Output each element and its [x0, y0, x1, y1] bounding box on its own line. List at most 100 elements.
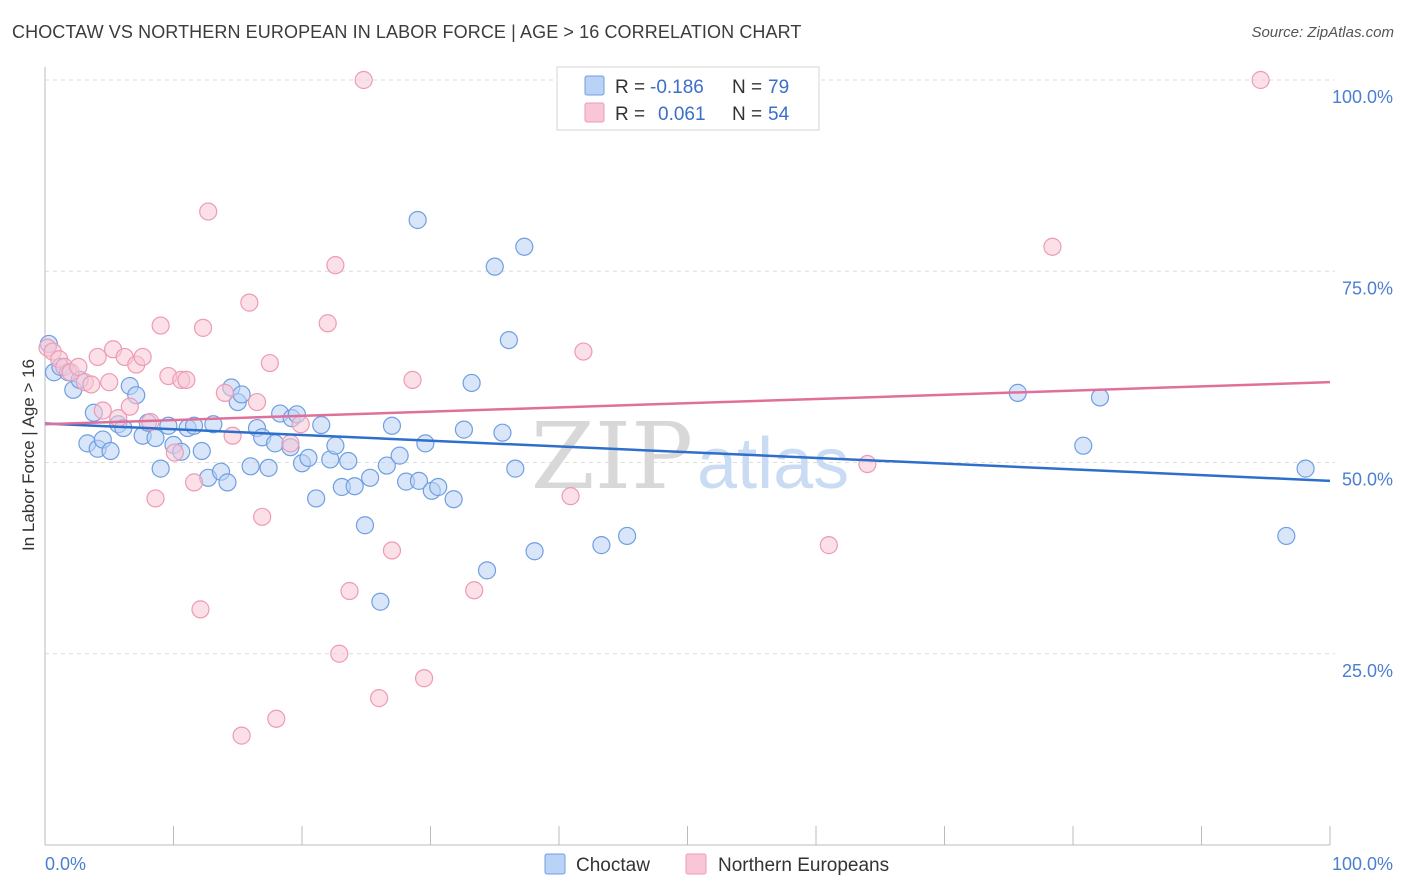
legend-n-value-2: 54 [768, 104, 790, 125]
point-northern-30 [232, 726, 251, 745]
trend-lines [44, 380, 1331, 483]
stats-legend: R = -0.186 N = 79 R = 0.061 N = 54 [556, 66, 820, 131]
point-choctaw-72 [592, 536, 611, 555]
point-choctaw-69 [515, 237, 534, 256]
point-choctaw-75 [1074, 436, 1093, 455]
point-northern-7 [82, 375, 101, 394]
point-choctaw-31 [232, 385, 251, 404]
legend-r-value-1: -0.186 [650, 77, 704, 98]
legend-n-label-2: N = [732, 104, 762, 125]
point-northern-44 [382, 541, 402, 560]
axes [44, 67, 1331, 846]
bottom-legend-swatch-choctaw [544, 853, 566, 875]
point-choctaw-65 [485, 257, 504, 276]
point-northern-32 [247, 392, 267, 412]
point-northern-10 [100, 373, 119, 392]
point-northern-51 [858, 454, 877, 474]
point-northern-27 [199, 202, 218, 221]
point-northern-26 [193, 318, 213, 337]
point-northern-49 [574, 342, 593, 361]
point-northern-53 [1251, 70, 1270, 90]
trend-line-choctaw [44, 422, 1331, 483]
point-northern-45 [403, 370, 422, 389]
series-legend: Choctaw Northern Europeans [544, 853, 889, 876]
point-choctaw-50 [355, 516, 375, 535]
point-northern-5 [69, 357, 88, 376]
point-choctaw-55 [390, 446, 409, 465]
source-credit: Source: ZipAtlas.com [1251, 24, 1394, 41]
point-choctaw-43 [307, 489, 326, 508]
point-northern-19 [151, 316, 170, 335]
point-northern-14 [120, 397, 139, 416]
point-choctaw-63 [462, 373, 481, 393]
legend-swatch-northern [584, 102, 605, 123]
point-choctaw-61 [444, 490, 463, 509]
point-choctaw-73 [618, 526, 637, 546]
point-choctaw-42 [299, 448, 318, 468]
point-choctaw-54 [382, 416, 402, 435]
chart-title: CHOCTAW VS NORTHERN EUROPEAN IN LABOR FO… [12, 22, 802, 42]
point-northern-18 [146, 489, 165, 508]
point-choctaw-78 [1296, 459, 1315, 478]
legend-r-label-2: R = [615, 104, 645, 125]
point-northern-29 [223, 426, 242, 445]
point-choctaw-70 [525, 542, 544, 561]
point-northern-43 [370, 689, 389, 708]
point-northern-8 [88, 347, 107, 367]
point-northern-28 [215, 383, 234, 402]
point-northern-42 [354, 70, 373, 90]
point-northern-40 [330, 644, 349, 663]
legend-n-label-1: N = [732, 77, 762, 98]
x-tick-label-0: 0.0% [45, 854, 86, 874]
point-northern-33 [253, 507, 272, 526]
point-choctaw-71 [408, 210, 427, 230]
point-choctaw-46 [326, 436, 345, 455]
point-northern-48 [561, 487, 580, 506]
point-northern-31 [240, 293, 259, 312]
point-choctaw-18 [151, 459, 170, 478]
point-northern-23 [177, 370, 196, 389]
trend-line-northern [44, 380, 1331, 426]
point-northern-38 [318, 314, 337, 333]
point-choctaw-77 [1277, 526, 1296, 546]
point-choctaw-10 [101, 441, 120, 461]
bottom-legend-swatch-northern [685, 853, 707, 875]
bottom-legend-label-northern: Northern Europeans [718, 855, 889, 876]
point-northern-24 [184, 473, 204, 492]
point-northern-16 [133, 347, 152, 367]
point-choctaw-28 [218, 473, 237, 492]
point-choctaw-64 [477, 561, 497, 580]
point-northern-50 [819, 536, 838, 555]
point-choctaw-53 [377, 456, 396, 475]
legend-r-label-1: R = [615, 77, 645, 98]
grid-lines [45, 79, 1335, 655]
point-choctaw-57 [409, 471, 429, 490]
point-choctaw-36 [265, 434, 285, 453]
point-northern-36 [281, 434, 300, 453]
x-tick-labels: 0.0% 100.0% [45, 854, 1393, 874]
legend-n-value-1: 79 [768, 77, 789, 98]
point-choctaw-67 [499, 331, 518, 350]
bottom-legend-label-choctaw: Choctaw [576, 855, 650, 876]
y-tick-label-3: 25.0% [1342, 661, 1393, 681]
point-choctaw-35 [259, 458, 278, 477]
y-tick-label-1: 75.0% [1342, 278, 1393, 298]
point-choctaw-32 [241, 457, 260, 476]
point-choctaw-52 [371, 592, 390, 611]
point-choctaw-66 [493, 423, 512, 442]
legend-r-value-2: 0.061 [658, 104, 706, 125]
point-northern-52 [1043, 237, 1062, 256]
point-northern-37 [291, 415, 310, 434]
point-choctaw-76 [1090, 388, 1110, 407]
point-northern-35 [267, 709, 286, 728]
y-axis-title: In Labor Force | Age > 16 [19, 359, 38, 551]
x-tick-label-1: 100.0% [1332, 854, 1393, 874]
point-choctaw-44 [312, 415, 331, 435]
point-northern-47 [465, 581, 484, 600]
point-northern-25 [191, 600, 210, 619]
y-tick-label-2: 50.0% [1342, 470, 1393, 490]
point-northern-39 [326, 256, 345, 275]
legend-swatch-choctaw [584, 75, 605, 96]
point-choctaw-51 [361, 468, 380, 487]
point-choctaw-49 [345, 477, 364, 496]
